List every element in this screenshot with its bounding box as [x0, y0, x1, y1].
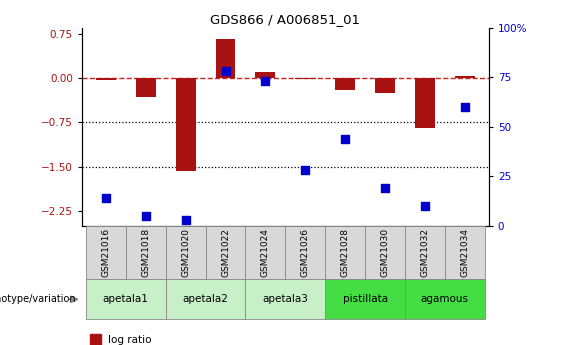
Point: [380, 186, 389, 191]
Text: GSM21030: GSM21030: [381, 228, 389, 277]
Bar: [255, 72, 275, 78]
Text: GSM21022: GSM21022: [221, 228, 230, 277]
Bar: [176, 78, 195, 171]
Bar: [325, 279, 405, 319]
Bar: [405, 279, 485, 319]
Text: GSM21032: GSM21032: [420, 228, 429, 277]
Bar: [365, 226, 405, 279]
Text: log ratio: log ratio: [108, 335, 151, 345]
Point: [261, 78, 270, 84]
Title: GDS866 / A006851_01: GDS866 / A006851_01: [210, 13, 360, 27]
Point: [460, 104, 470, 110]
Bar: [245, 226, 285, 279]
Bar: [166, 226, 206, 279]
Bar: [90, 334, 101, 345]
Text: apetala3: apetala3: [262, 294, 308, 304]
Point: [420, 204, 429, 209]
Text: apetala1: apetala1: [103, 294, 149, 304]
Bar: [126, 226, 166, 279]
Text: pistillata: pistillata: [342, 294, 388, 304]
Bar: [245, 279, 325, 319]
Bar: [166, 279, 245, 319]
Bar: [445, 226, 485, 279]
Bar: [375, 78, 395, 93]
Point: [221, 68, 230, 74]
Bar: [86, 279, 166, 319]
Text: GSM21020: GSM21020: [181, 228, 190, 277]
Bar: [325, 226, 365, 279]
Bar: [295, 78, 315, 79]
Bar: [215, 39, 236, 78]
Text: GSM21028: GSM21028: [341, 228, 350, 277]
Bar: [96, 78, 116, 80]
Point: [101, 195, 110, 201]
Text: apetala2: apetala2: [182, 294, 228, 304]
Text: GSM21024: GSM21024: [261, 228, 270, 277]
Bar: [86, 226, 126, 279]
Text: agamous: agamous: [421, 294, 469, 304]
Text: GSM21034: GSM21034: [460, 228, 470, 277]
Bar: [206, 226, 245, 279]
Point: [301, 168, 310, 173]
Bar: [285, 226, 325, 279]
Text: GSM21016: GSM21016: [101, 228, 110, 277]
Bar: [335, 78, 355, 90]
Text: GSM21018: GSM21018: [141, 228, 150, 277]
Point: [141, 213, 150, 219]
Bar: [415, 78, 435, 128]
Bar: [136, 78, 156, 97]
Bar: [405, 226, 445, 279]
Text: GSM21026: GSM21026: [301, 228, 310, 277]
Text: genotype/variation: genotype/variation: [0, 294, 76, 304]
Bar: [455, 76, 475, 78]
Point: [341, 136, 350, 141]
Point: [181, 217, 190, 223]
